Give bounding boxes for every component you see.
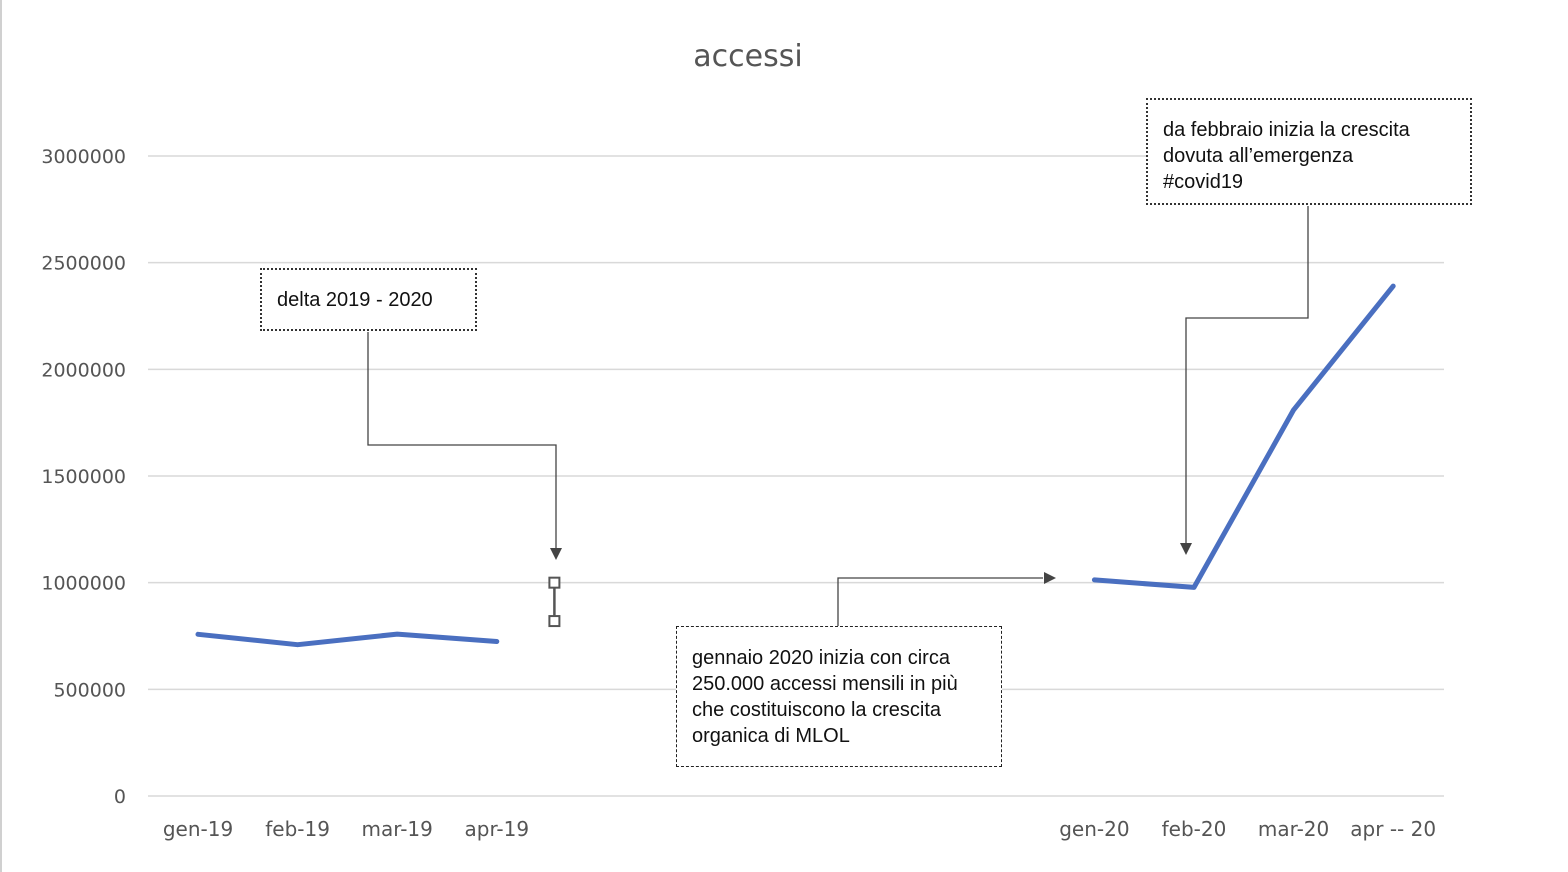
window-left-edge: [0, 0, 2, 872]
x-tick-label: apr-19: [465, 817, 530, 841]
chart-title: accessi: [693, 39, 802, 74]
error-bar-high-marker: [548, 576, 561, 589]
y-tick-label: 2000000: [41, 359, 126, 381]
x-tick-label: mar-19: [362, 817, 433, 841]
annotation-covid: da febbraio inizia la crescita dovuta al…: [1146, 98, 1472, 205]
connector-organic-arrowhead: [1044, 572, 1056, 584]
connector-covid: [1185, 206, 1309, 543]
y-tick-label: 0: [114, 786, 126, 808]
delta-error-bar: [548, 576, 561, 628]
series-line-segment-0: [195, 631, 500, 648]
series-lines: [195, 283, 1396, 648]
connector-delta-arrowhead: [550, 548, 562, 560]
x-tick-label: gen-19: [163, 817, 233, 841]
annotation-connectors: [367, 206, 1309, 626]
y-tick-label: 500000: [53, 679, 126, 701]
y-tick-label: 2500000: [41, 253, 126, 275]
connector-organic: [837, 577, 1043, 626]
annotation-delta: delta 2019 - 2020: [260, 268, 477, 331]
y-tick-labels: 0 500000 1000000 1500000 2000000 2500000 30000…: [41, 146, 126, 808]
x-tick-label: gen-20: [1059, 817, 1129, 841]
connector-covid-arrowhead: [1180, 543, 1192, 555]
x-tick-label: mar-20: [1258, 817, 1329, 841]
x-tick-labels: gen-19 feb-19 mar-19 apr-19 gen-20 feb-20 mar-…: [163, 817, 1436, 841]
x-tick-label: feb-19: [265, 817, 330, 841]
series-line-segment-1: [1091, 283, 1396, 590]
x-tick-label: feb-20: [1162, 817, 1227, 841]
annotation-organic-growth: gennaio 2020 inizia con circa 250.000 ac…: [676, 626, 1002, 767]
connector-delta: [367, 332, 557, 548]
y-tick-label: 1000000: [41, 573, 126, 595]
y-tick-label: 1500000: [41, 466, 126, 488]
error-bar-low-marker: [548, 615, 561, 628]
x-tick-label: apr -- 20: [1350, 817, 1436, 841]
y-tick-label: 3000000: [41, 146, 126, 168]
